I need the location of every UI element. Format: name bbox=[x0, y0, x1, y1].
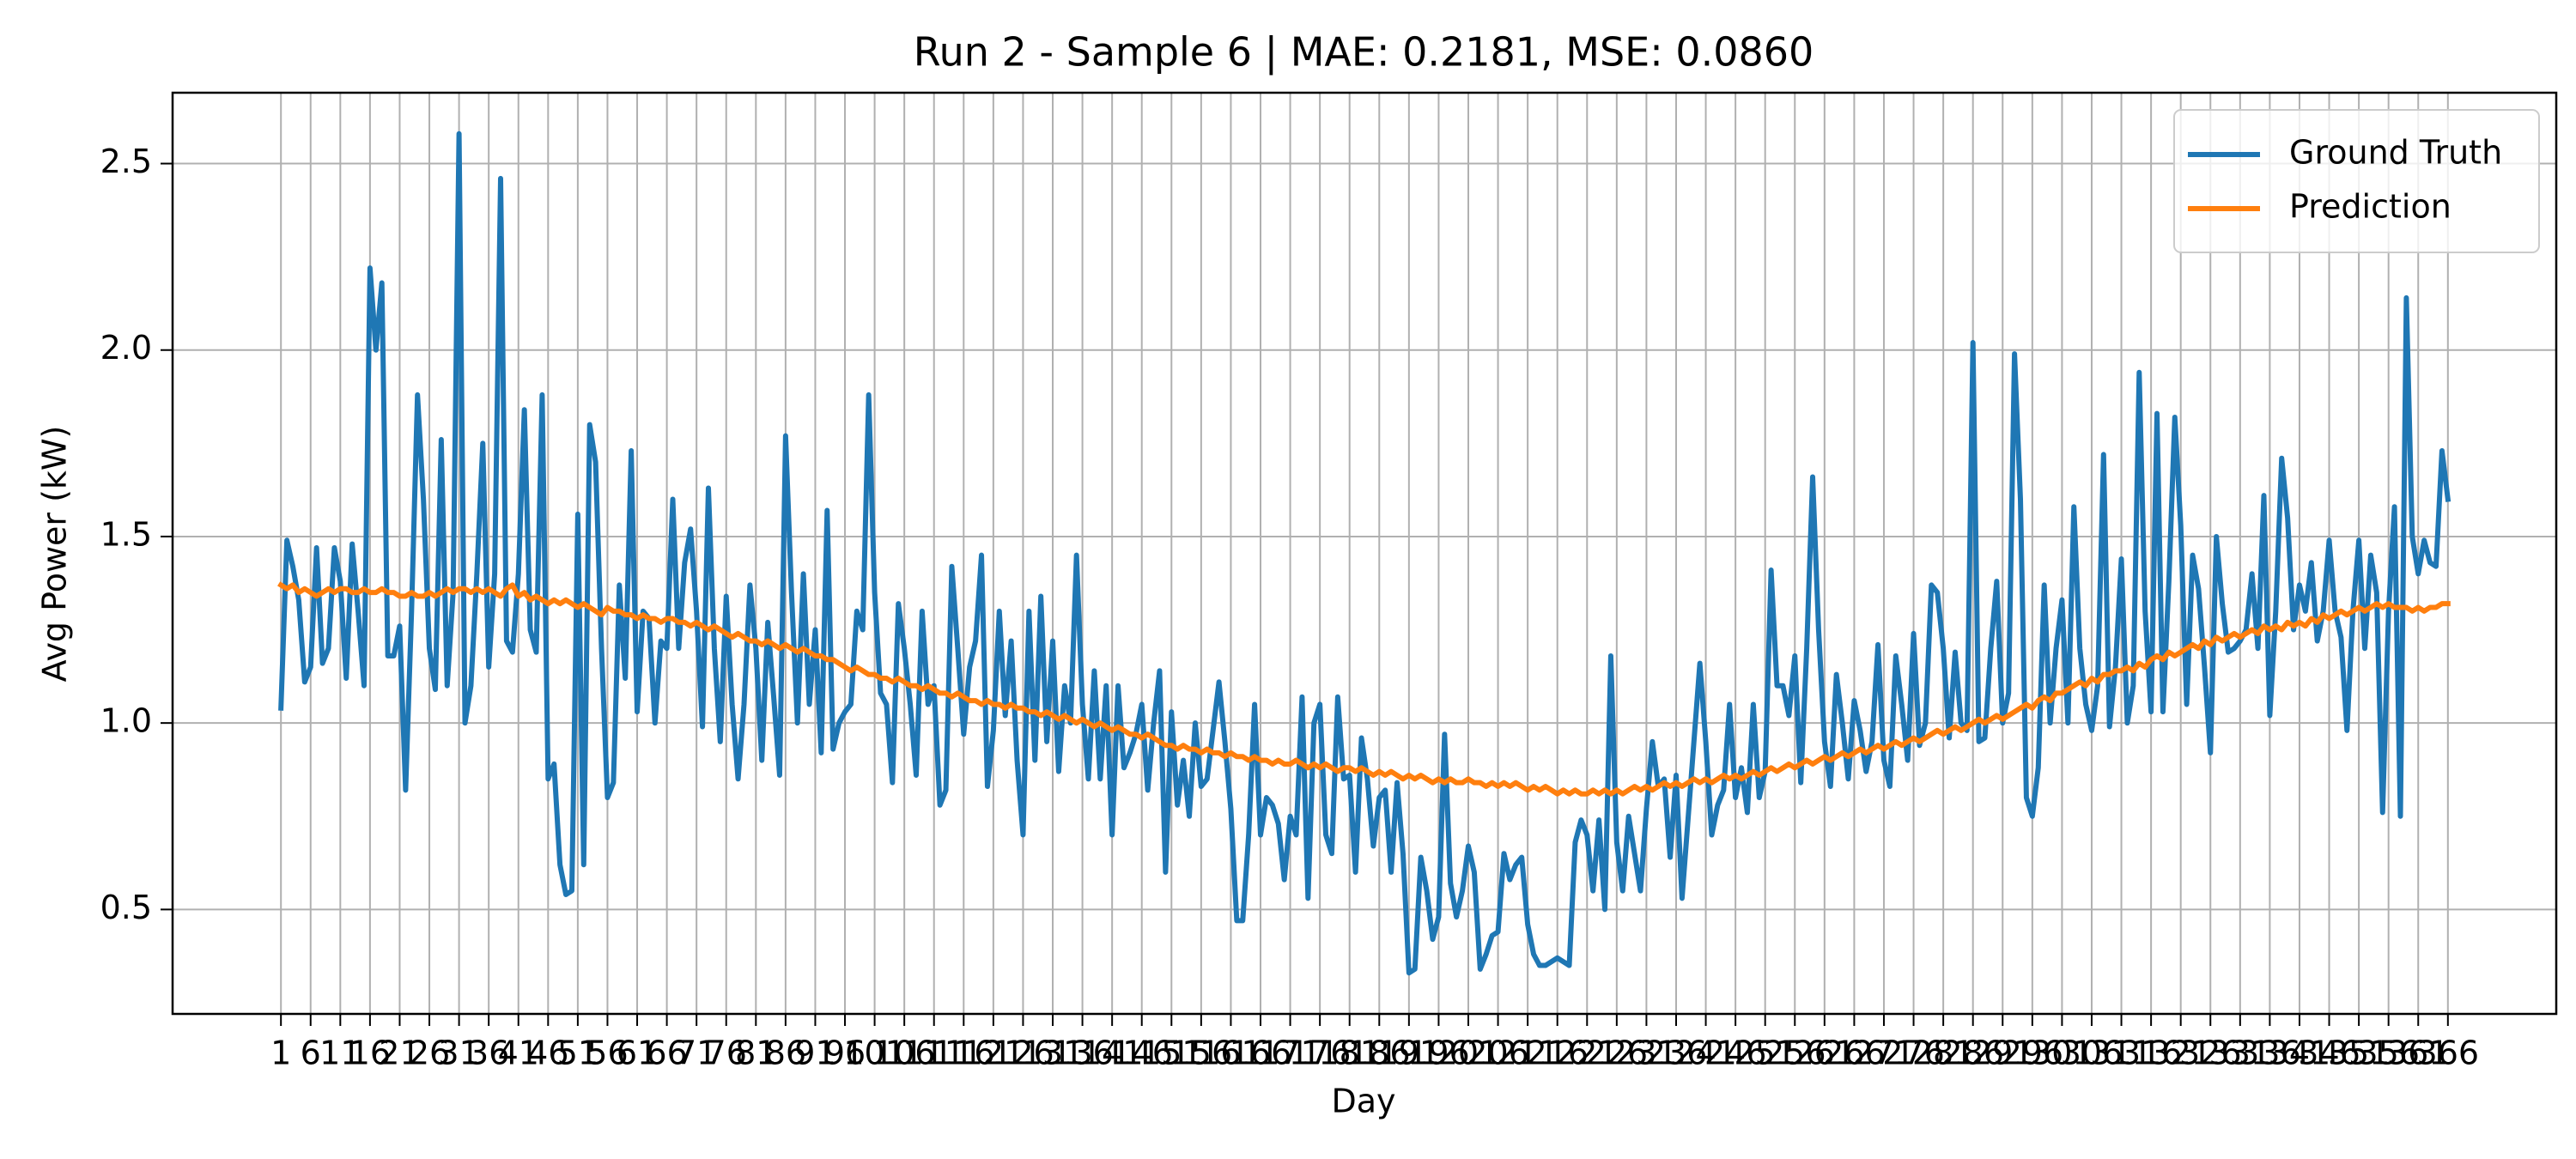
y-axis-label: Avg Power (kW) bbox=[36, 426, 74, 683]
x-tick-label: 351 bbox=[2328, 1035, 2391, 1072]
x-tick-label: 26 bbox=[409, 1035, 450, 1072]
x-tick-label: 326 bbox=[2179, 1035, 2242, 1072]
series-line bbox=[278, 130, 2451, 976]
x-tick-label: 201 bbox=[1437, 1035, 1500, 1072]
x-tick-label: 356 bbox=[2357, 1035, 2420, 1072]
x-tick-label: 211 bbox=[1497, 1035, 1559, 1072]
x-tick-label: 86 bbox=[765, 1035, 806, 1072]
x-tick-label: 286 bbox=[1941, 1035, 2004, 1072]
x-tick-label: 36 bbox=[468, 1035, 509, 1072]
x-tick-label: 266 bbox=[1823, 1035, 1886, 1072]
x-tick-label: 346 bbox=[2298, 1035, 2360, 1072]
x-tick-label: 341 bbox=[2269, 1035, 2331, 1072]
legend: Ground Truth Prediction bbox=[2173, 109, 2540, 253]
x-tick-label: 251 bbox=[1734, 1035, 1796, 1072]
legend-label: Prediction bbox=[2289, 188, 2451, 226]
y-tick-label: 1.5 bbox=[100, 515, 152, 553]
x-tick-label: 171 bbox=[1259, 1035, 1321, 1072]
x-axis-label: Day bbox=[1331, 1083, 1395, 1120]
x-tick-label: 301 bbox=[2031, 1035, 2093, 1072]
x-tick-label: 331 bbox=[2209, 1035, 2272, 1072]
x-tick-label: 91 bbox=[794, 1035, 835, 1072]
x-tick-label: 71 bbox=[676, 1035, 717, 1072]
x-tick-label: 191 bbox=[1378, 1035, 1441, 1072]
x-tick-label: 261 bbox=[1794, 1035, 1856, 1072]
x-tick-label: 66 bbox=[646, 1035, 687, 1072]
x-tick-label: 11 bbox=[319, 1035, 361, 1072]
x-tick-label: 181 bbox=[1318, 1035, 1381, 1072]
x-tick-label: 161 bbox=[1200, 1035, 1262, 1072]
x-tick-label: 281 bbox=[1912, 1035, 1975, 1072]
x-tick-label: 316 bbox=[2120, 1035, 2183, 1072]
x-tick-label: 306 bbox=[2061, 1035, 2123, 1072]
x-tick-label: 101 bbox=[843, 1035, 906, 1072]
x-tick-label: 236 bbox=[1645, 1035, 1708, 1072]
x-tick-label: 126 bbox=[992, 1035, 1054, 1072]
x-tick-label: 241 bbox=[1674, 1035, 1737, 1072]
x-tick-label: 311 bbox=[2090, 1035, 2153, 1072]
x-tick-label: 206 bbox=[1467, 1035, 1529, 1072]
x-tick-label: 76 bbox=[706, 1035, 747, 1072]
x-tick-label: 231 bbox=[1615, 1035, 1678, 1072]
x-tick-label: 156 bbox=[1170, 1035, 1233, 1072]
x-tick-label: 336 bbox=[2239, 1035, 2301, 1072]
y-tick-label: 2.5 bbox=[100, 143, 152, 180]
x-tick-label: 146 bbox=[1110, 1035, 1173, 1072]
x-tick-label: 136 bbox=[1051, 1035, 1114, 1072]
x-tick-label: 221 bbox=[1556, 1035, 1619, 1072]
x-tick-label: 16 bbox=[349, 1035, 391, 1072]
x-tick-label: 61 bbox=[617, 1035, 658, 1072]
y-tick-label: 2.0 bbox=[100, 329, 152, 367]
x-tick-label: 111 bbox=[902, 1035, 965, 1072]
x-tick-label: 216 bbox=[1526, 1035, 1589, 1072]
x-tick-label: 246 bbox=[1704, 1035, 1767, 1072]
y-tick-label: 1.0 bbox=[100, 702, 152, 740]
x-tick-label: 366 bbox=[2417, 1035, 2480, 1072]
x-tick-label: 21 bbox=[379, 1035, 420, 1072]
chart-title: Run 2 - Sample 6 | MAE: 0.2181, MSE: 0.0… bbox=[914, 29, 1814, 76]
x-tick-label: 271 bbox=[1853, 1035, 1916, 1072]
x-tick-label: 291 bbox=[1971, 1035, 2034, 1072]
series-line bbox=[277, 581, 2451, 797]
x-tick-label: 186 bbox=[1348, 1035, 1411, 1072]
x-tick-label: 141 bbox=[1081, 1035, 1144, 1072]
x-tick-label: 31 bbox=[438, 1035, 479, 1072]
x-tick-label: 256 bbox=[1764, 1035, 1826, 1072]
x-tick-label: 41 bbox=[498, 1035, 539, 1072]
x-tick-label: 121 bbox=[963, 1035, 1025, 1072]
x-tick-label: 51 bbox=[557, 1035, 598, 1072]
x-tick-label: 361 bbox=[2387, 1035, 2450, 1072]
x-tick-label: 196 bbox=[1407, 1035, 1470, 1072]
x-tick-label: 1 bbox=[270, 1035, 291, 1072]
x-tick-label: 166 bbox=[1230, 1035, 1292, 1072]
x-tick-label: 226 bbox=[1586, 1035, 1649, 1072]
x-tick-label: 151 bbox=[1140, 1035, 1203, 1072]
x-tick-label: 56 bbox=[586, 1035, 628, 1072]
x-tick-label: 321 bbox=[2149, 1035, 2212, 1072]
y-tick-label: 0.5 bbox=[100, 889, 152, 926]
x-tick-label: 46 bbox=[527, 1035, 568, 1072]
x-tick-label: 116 bbox=[933, 1035, 995, 1072]
x-tick-label: 276 bbox=[1882, 1035, 1945, 1072]
x-tick-label: 176 bbox=[1289, 1035, 1352, 1072]
axes-frame bbox=[171, 91, 2558, 1016]
x-tick-label: 96 bbox=[824, 1035, 866, 1072]
legend-frame bbox=[2173, 109, 2540, 253]
x-tick-label: 106 bbox=[873, 1035, 936, 1072]
x-tick-label: 6 bbox=[301, 1035, 321, 1072]
x-tick-label: 296 bbox=[2002, 1035, 2064, 1072]
x-tick-label: 131 bbox=[1022, 1035, 1084, 1072]
x-tick-label: 81 bbox=[735, 1035, 776, 1072]
legend-label: Ground Truth bbox=[2289, 134, 2502, 172]
